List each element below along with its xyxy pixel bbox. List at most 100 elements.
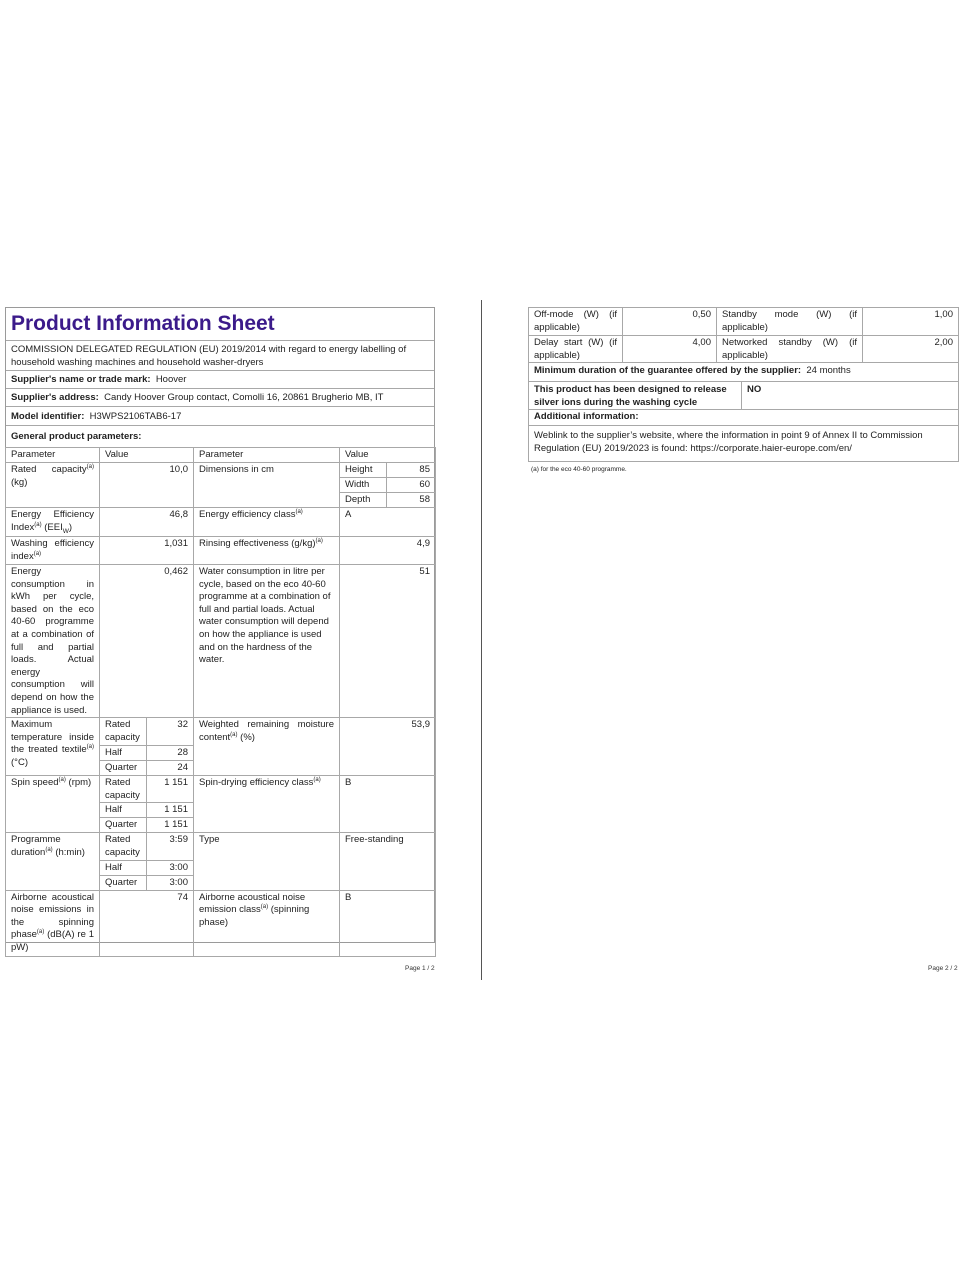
load-half-label: Half — [99, 859, 147, 876]
model-identifier: Model identifier: H3WPS2106TAB6-17 — [6, 407, 434, 426]
weblink: Weblink to the supplier’s website, where… — [528, 425, 959, 463]
max-temp-quarter: 24 — [146, 760, 194, 777]
spin-class-value: B — [339, 775, 436, 834]
networked-standby-label: Networked standby (W) (if applicable) — [716, 334, 863, 364]
eei-label: Energy Efficiency Index(a) (EEIW) — [5, 507, 100, 537]
supplier-address: Supplier's address: Candy Hoover Group c… — [6, 389, 434, 407]
duration-quarter: 3:00 — [146, 874, 194, 891]
load-half-label: Half — [99, 802, 147, 819]
off-mode-value: 0,50 — [622, 307, 717, 336]
width-value: 60 — [386, 477, 436, 493]
table-row: This product has been designed to releas… — [528, 381, 959, 411]
wei-value: 1,031 — [99, 536, 194, 565]
general-parameters-label: General product parameters: — [11, 431, 142, 442]
wei-label: Washing efficiency index(a) — [5, 536, 100, 565]
dimensions-label: Dimensions in cm — [193, 462, 340, 508]
guarantee: Minimum duration of the guarantee offere… — [528, 362, 959, 383]
noise-value: 74 — [99, 889, 194, 957]
table-row: Off-mode (W) (if applicable) 0,50 Standb… — [528, 307, 959, 336]
spin-class-label: Spin-drying efficiency class(a) — [193, 775, 340, 834]
table-row: Washing efficiency index(a) 1,031 Rinsin… — [5, 536, 436, 565]
duration-half: 3:00 — [146, 859, 194, 876]
regulation-text: COMMISSION DELEGATED REGULATION (EU) 201… — [6, 341, 434, 371]
noise-class-label: Airborne acoustical noise emission class… — [193, 889, 340, 957]
type-label: Type — [193, 832, 340, 891]
rinsing-value: 4,9 — [339, 536, 436, 565]
water-consumption-label: Water consumption in litre per cycle, ba… — [193, 563, 340, 719]
table-row: Rated capacity(a) (kg) 10,0 Dimensions i… — [5, 462, 436, 508]
duration-rated: 3:59 — [146, 832, 194, 861]
load-quarter-label: Quarter — [99, 760, 147, 777]
page-2-sheet: Off-mode (W) (if applicable) 0,50 Standb… — [528, 307, 959, 473]
eec-value: A — [339, 507, 436, 537]
silver-ions-value: NO — [741, 381, 959, 411]
table-row: Weblink to the supplier’s website, where… — [528, 425, 959, 463]
header-parameter: Parameter — [193, 447, 340, 463]
water-consumption-value: 51 — [339, 563, 436, 719]
noise-label: Airborne acoustical noise emissions in t… — [5, 889, 100, 957]
width-label: Width — [339, 477, 387, 493]
table-row: Programme duration(a) (h:min) Rated capa… — [5, 832, 436, 891]
header-value: Value — [339, 447, 436, 463]
table-row: Quarter 1 151 — [6, 817, 436, 834]
max-temp-rated: 32 — [146, 717, 194, 747]
duration-label: Programme duration(a) (h:min) — [5, 832, 100, 891]
table-row: Quarter 24 — [6, 760, 436, 777]
rinsing-label: Rinsing effectiveness (g/kg)(a) — [193, 536, 340, 565]
load-rated-label: Rated capacity — [99, 717, 147, 747]
standby-label: Standby mode (W) (if applicable) — [716, 307, 863, 336]
energy-consumption-value: 0,462 — [99, 563, 194, 719]
max-temp-label: Maximum temperature inside the treated t… — [5, 717, 100, 777]
spin-speed-label: Spin speed(a) (rpm) — [5, 775, 100, 834]
energy-consumption-label: Energy consumption in kWh per cycle, bas… — [5, 563, 100, 719]
parameters-table: Parameter Value Parameter Value Rated ca… — [5, 447, 436, 957]
footnote: (a) for the eco 40-60 programme. — [531, 466, 627, 474]
table-row: Spin speed(a) (rpm) Rated capacity 1 151… — [5, 775, 436, 834]
power-table: Off-mode (W) (if applicable) 0,50 Standb… — [528, 307, 959, 383]
page-1-sheet: Product Information Sheet COMMISSION DEL… — [5, 307, 436, 957]
depth-label: Depth — [339, 492, 387, 508]
eei-value: 46,8 — [99, 507, 194, 537]
table-header-row: Parameter Value Parameter Value — [5, 447, 436, 463]
silver-table: This product has been designed to releas… — [528, 381, 959, 463]
moisture-label: Weighted remaining moisture content(a) (… — [193, 717, 340, 777]
delay-start-label: Delay start (W) (if applicable) — [528, 334, 623, 364]
table-row: Width 60 — [6, 477, 436, 493]
max-temp-half: 28 — [146, 745, 194, 762]
page-title: Product Information Sheet — [6, 308, 434, 341]
page-number: Page 1 / 2 — [405, 965, 435, 972]
noise-class-value: B — [339, 889, 436, 957]
table-row: Additional information: — [528, 409, 959, 427]
delay-start-value: 4,00 — [622, 334, 717, 364]
page-number: Page 2 / 2 — [928, 965, 958, 972]
depth-value: 58 — [386, 492, 436, 508]
spin-quarter: 1 151 — [146, 817, 194, 834]
rated-capacity-label: Rated capacity(a) (kg) — [5, 462, 100, 508]
networked-standby-value: 2,00 — [862, 334, 959, 364]
eec-label: Energy efficiency class(a) — [193, 507, 340, 537]
table-row: Half 1 151 — [6, 802, 436, 819]
header-value: Value — [99, 447, 194, 463]
height-label: Height — [339, 462, 387, 478]
page-divider — [481, 300, 482, 980]
table-row: Energy Efficiency Index(a) (EEIW) 46,8 E… — [5, 507, 436, 537]
table-row: Delay start (W) (if applicable) 4,00 Net… — [528, 334, 959, 364]
load-half-label: Half — [99, 745, 147, 762]
off-mode-label: Off-mode (W) (if applicable) — [528, 307, 623, 336]
standby-value: 1,00 — [862, 307, 959, 336]
table-row: Energy consumption in kWh per cycle, bas… — [5, 563, 436, 719]
type-value: Free-standing — [339, 832, 436, 891]
guarantee-row: Minimum duration of the guarantee offere… — [528, 362, 959, 383]
table-row: Maximum temperature inside the treated t… — [5, 717, 436, 777]
table-row: Depth 58 — [6, 492, 436, 508]
additional-info-label: Additional information: — [528, 409, 959, 427]
load-quarter-label: Quarter — [99, 817, 147, 834]
supplier-name: Supplier's name or trade mark: Hoover — [6, 371, 434, 389]
load-rated-label: Rated capacity — [99, 832, 147, 861]
table-row: Airborne acoustical noise emissions in t… — [5, 889, 436, 957]
header-parameter: Parameter — [5, 447, 100, 463]
load-rated-label: Rated capacity — [99, 775, 147, 804]
moisture-value: 53,9 — [339, 717, 436, 777]
height-value: 85 — [386, 462, 436, 478]
load-quarter-label: Quarter — [99, 874, 147, 891]
